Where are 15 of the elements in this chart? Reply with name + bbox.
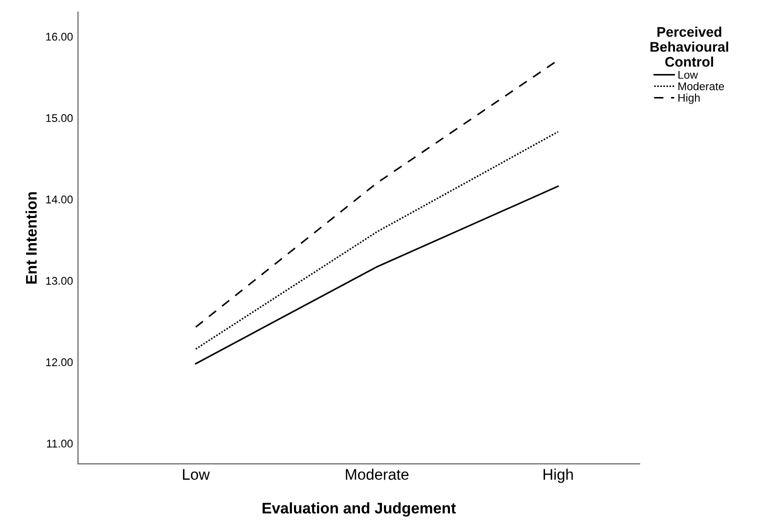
- legend-label: High: [678, 94, 700, 104]
- y-tick-label: 12.00: [46, 358, 73, 366]
- y-axis-title: Ent Intention: [26, 192, 37, 284]
- legend-title: Perceived Behavioural Control: [650, 26, 728, 67]
- legend-label: Moderate: [678, 82, 724, 90]
- x-tick-label: High: [544, 468, 573, 483]
- x-axis-title: Evaluation and Judgement: [262, 502, 456, 517]
- x-tick-label: Low: [182, 469, 210, 480]
- y-tick-label: 16.00: [46, 32, 73, 41]
- legend-label: Low: [678, 71, 698, 79]
- y-tick-label: 14.00: [46, 196, 73, 204]
- y-tick-label: 15.00: [46, 114, 73, 122]
- y-tick-label: 13.00: [46, 276, 73, 285]
- y-tick-label: 11.00: [47, 440, 73, 448]
- x-tick-label: Moderate: [346, 468, 409, 480]
